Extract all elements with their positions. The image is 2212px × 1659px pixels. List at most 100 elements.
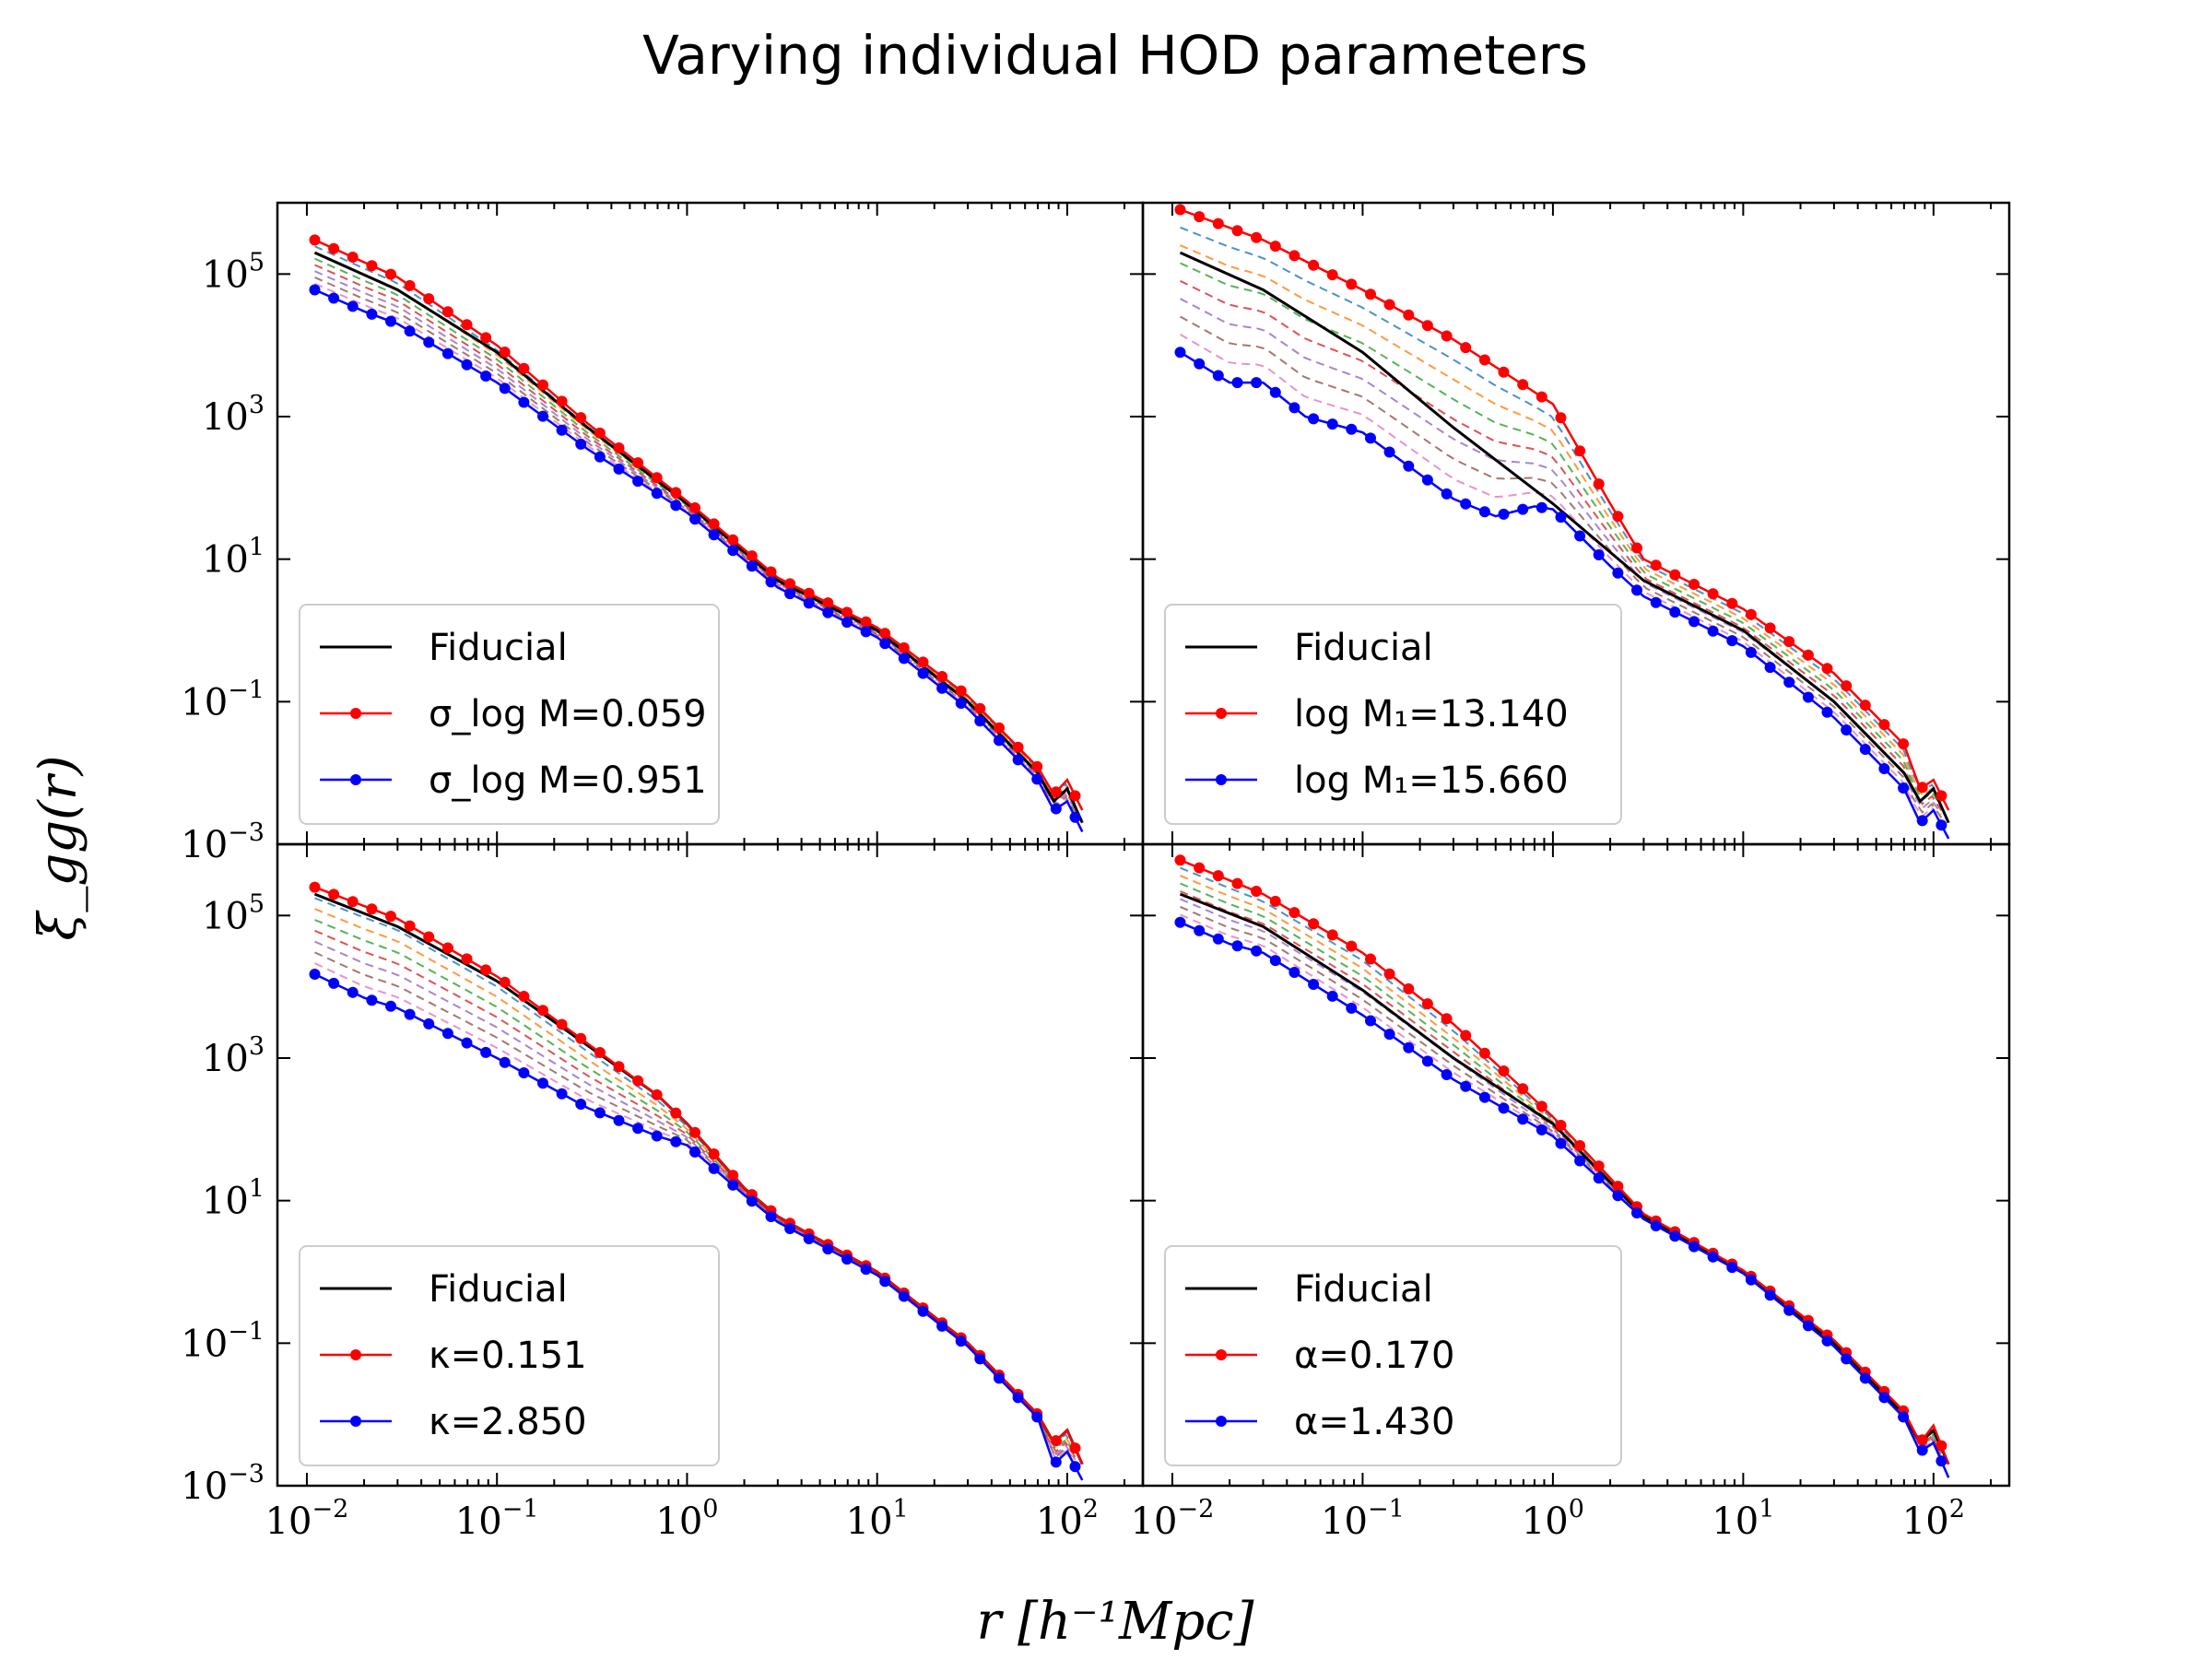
intermediate-curve (1179, 333, 1943, 822)
data-point (1403, 1041, 1415, 1053)
data-point (480, 964, 492, 976)
data-point (309, 284, 321, 296)
data-point (803, 587, 815, 599)
ticks (1143, 203, 2009, 845)
data-point (1441, 488, 1453, 500)
data-point (860, 616, 872, 628)
legend-marker (1216, 1349, 1227, 1360)
legend: Fiducial log M₁=13.140 log M₁=15.660 (1164, 604, 1622, 825)
data-point (1269, 241, 1281, 253)
data-point (1936, 790, 1947, 802)
data-point (689, 502, 700, 513)
data-point (1326, 990, 1338, 1002)
data-point (784, 588, 796, 600)
data-point (1936, 1440, 1947, 1452)
data-point (537, 1005, 548, 1017)
x-tick-label: 101 (846, 1495, 909, 1543)
data-point (613, 463, 625, 475)
data-point (613, 442, 625, 453)
data-point (1212, 870, 1224, 882)
data-point (347, 896, 359, 908)
data-point (480, 332, 492, 344)
data-point (366, 903, 378, 915)
data-point (1498, 508, 1510, 520)
data-point (1631, 1207, 1642, 1218)
data-point (1669, 1230, 1681, 1242)
data-point (441, 942, 453, 954)
legend-label: α=0.170 (1294, 1335, 1454, 1377)
data-point (1326, 929, 1338, 941)
data-point (461, 1037, 473, 1049)
x-tick-label: 10−2 (265, 1495, 349, 1543)
data-point (1050, 1435, 1062, 1447)
data-point (1050, 1456, 1062, 1468)
data-point (1212, 370, 1224, 382)
x-tick-label: 100 (655, 1495, 718, 1543)
data-point (1403, 309, 1415, 321)
data-point (518, 396, 530, 408)
data-point (499, 1056, 511, 1068)
panel-top-right: Fiducial log M₁=13.140 log M₁=15.660 (1141, 201, 2011, 846)
y-tick-label: 10−3 (181, 1460, 265, 1508)
legend-box (1164, 1245, 1622, 1466)
data-point (1841, 724, 1853, 735)
y-tick-label: 10−1 (181, 676, 265, 724)
plot-area (309, 881, 1084, 1481)
legend-box (299, 1245, 720, 1466)
data-point (480, 1046, 492, 1058)
data-point (1555, 1137, 1567, 1149)
data-point (1878, 763, 1890, 774)
data-point (309, 881, 321, 893)
data-point (1269, 895, 1281, 907)
data-point (613, 1114, 625, 1126)
data-point (1650, 596, 1662, 608)
data-point (1460, 498, 1472, 510)
data-point (1194, 862, 1206, 874)
data-point (1012, 1392, 1024, 1404)
data-point (1593, 1172, 1605, 1184)
data-point (594, 427, 606, 439)
panel-bottom-right: 10−2 10−1 100 101 102 Fiducial α=0.170 α=1.430 (1131, 842, 2011, 1543)
data-point (1916, 815, 1928, 827)
data-point (1346, 1002, 1358, 1014)
data-point (917, 667, 929, 679)
data-point (385, 315, 396, 327)
data-point (765, 1211, 777, 1222)
legend-label: Fiducial (429, 627, 568, 669)
data-point (670, 500, 682, 512)
data-point (1802, 691, 1814, 703)
data-point (727, 1170, 739, 1182)
data-point (1050, 803, 1062, 815)
data-point (518, 362, 530, 374)
data-point (366, 308, 378, 320)
data-point (746, 1195, 758, 1207)
data-point (1174, 204, 1186, 216)
data-point (632, 457, 644, 469)
data-point (1859, 1372, 1871, 1384)
data-point (1478, 354, 1490, 366)
data-point (1403, 460, 1415, 472)
legend-label: log M₁=15.660 (1294, 759, 1569, 802)
data-point (689, 1146, 700, 1158)
data-point (1764, 1289, 1776, 1301)
data-point (575, 1032, 587, 1044)
legend-marker (350, 708, 361, 719)
intermediate-curve (1180, 279, 1943, 811)
data-point (1365, 953, 1376, 965)
data-point (309, 969, 321, 980)
x-tick-label: 10−1 (1321, 1495, 1405, 1543)
data-point (1346, 423, 1358, 435)
y-tick-label: 101 (202, 534, 265, 582)
data-point (1441, 330, 1453, 342)
data-point (1231, 940, 1243, 952)
data-point (366, 260, 378, 272)
data-point (423, 336, 435, 348)
data-point (1069, 811, 1081, 823)
data-point (1707, 1251, 1719, 1263)
data-point (689, 513, 700, 525)
data-point (1365, 288, 1376, 300)
intermediate-curve (1180, 898, 1943, 1456)
data-point (1859, 700, 1871, 712)
data-point (1802, 649, 1814, 661)
data-point (1231, 377, 1243, 389)
